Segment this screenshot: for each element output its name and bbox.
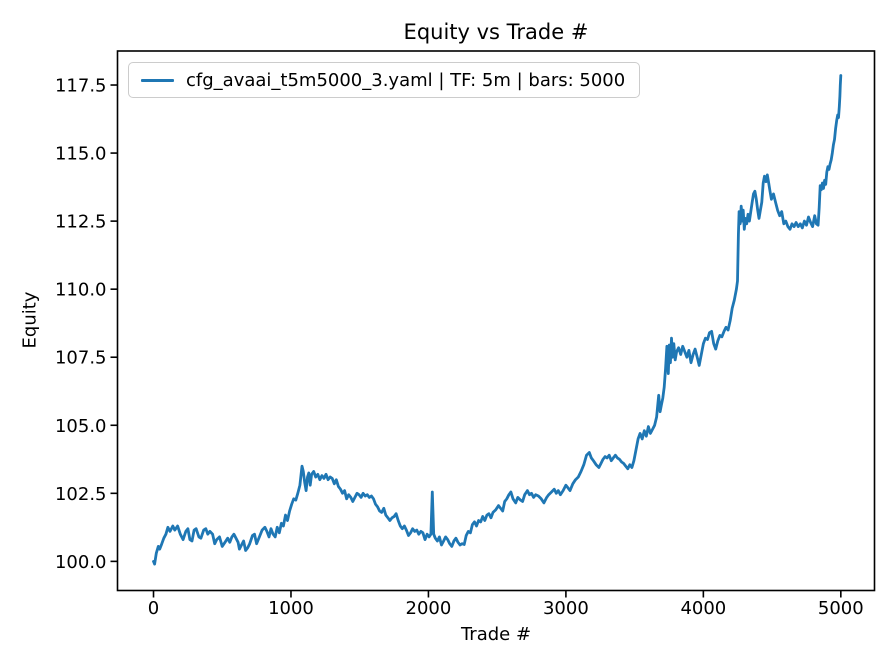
equity-curve xyxy=(152,74,843,566)
x-tick-label: 4000 xyxy=(680,598,726,619)
x-axis-title: Trade # xyxy=(460,624,532,645)
legend-line-swatch xyxy=(141,78,174,82)
y-tick-label: 107.5 xyxy=(55,348,107,369)
y-tick-label: 110.0 xyxy=(55,280,107,301)
y-tick-label: 112.5 xyxy=(55,212,107,233)
x-tick-label: 0 xyxy=(148,598,159,619)
y-tick-label: 100.0 xyxy=(55,552,107,573)
legend-label: cfg_avaai_t5m5000_3.yaml | TF: 5m | bars… xyxy=(186,69,626,91)
x-tick-label: 1000 xyxy=(268,598,314,619)
x-tick-label: 3000 xyxy=(543,598,589,619)
axes-spines xyxy=(116,50,876,592)
x-tick-label: 2000 xyxy=(406,598,452,619)
y-tick-label: 105.0 xyxy=(55,416,107,437)
y-tick-label: 115.0 xyxy=(55,144,107,165)
y-tick-label: 102.5 xyxy=(55,484,107,505)
y-tick-label: 117.5 xyxy=(55,76,107,97)
legend-box: cfg_avaai_t5m5000_3.yaml | TF: 5m | bars… xyxy=(128,62,641,98)
chart-title: Equity vs Trade # xyxy=(403,20,589,44)
x-tick-label: 5000 xyxy=(818,598,864,619)
